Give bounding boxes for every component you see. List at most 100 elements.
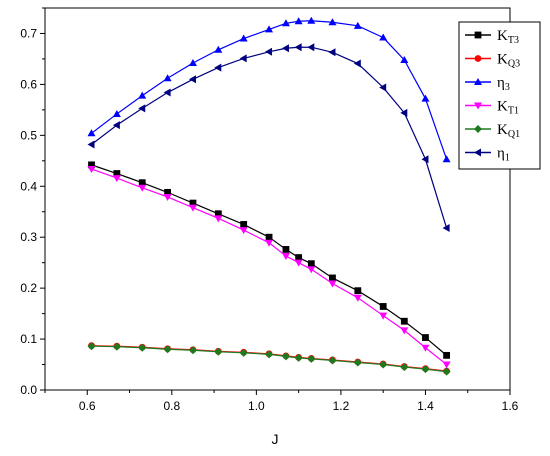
legend-label: KQ1 [497,122,520,140]
data-point [443,351,450,359]
series-line [91,164,447,356]
series-line [91,46,448,229]
y-tick-label: 0.1 [20,332,37,346]
data-point [295,254,303,261]
data-point [87,342,96,351]
data-point [281,19,290,27]
data-point [307,16,316,24]
data-point [400,108,408,117]
data-point [214,45,223,53]
data-point [328,280,337,288]
data-point [163,74,172,82]
data-point [112,175,121,183]
data-point [265,47,273,56]
legend-item: KQ3 [465,52,520,70]
data-point [329,274,336,282]
data-point [138,184,147,192]
data-point [188,346,197,355]
data-point [353,358,362,367]
y-tick-label: 0.3 [20,230,37,244]
data-point [442,155,451,163]
data-point [281,352,290,361]
data-point [188,75,196,84]
data-point [239,227,248,235]
data-point [442,361,451,369]
data-point [307,43,315,52]
series-0 [88,161,450,359]
data-point [379,33,388,41]
data-point [87,129,96,137]
legend-marker [474,125,482,133]
data-point [281,44,289,53]
data-point [239,34,248,42]
data-point [421,94,430,102]
data-point [421,155,429,164]
data-point [188,59,197,67]
data-point [214,210,222,218]
series-line [91,345,447,372]
legend-box [458,21,541,170]
data-point [442,367,451,376]
legend-marker [474,102,482,110]
data-point [188,204,197,212]
x-tick-label: 1.4 [417,399,434,413]
data-point [421,344,430,352]
legend-item: η3 [465,75,510,93]
data-point [240,221,248,228]
data-point [265,233,273,241]
data-point [294,353,303,362]
x-tick-label: 1.2 [333,399,350,413]
x-tick-label: 1.6 [502,399,519,413]
y-tick-label: 0.6 [20,77,37,91]
series-3 [87,165,451,369]
legend-item: KT1 [465,99,519,117]
plot-frame [44,7,511,391]
data-point [294,43,302,52]
y-tick-label: 0.5 [20,128,37,142]
data-point [400,327,409,335]
data-point [214,215,223,223]
data-point [163,193,172,201]
data-point [87,140,95,149]
series-5 [87,43,450,233]
data-point [353,294,362,302]
y-tick-label: 0.4 [20,179,37,193]
data-point [112,109,121,117]
y-tick-label: 0.7 [20,26,37,40]
data-point [265,350,274,359]
data-point [421,365,430,374]
legend-marker [474,78,482,85]
data-point [307,354,316,363]
data-point [294,259,303,267]
legend-label: KT1 [497,99,519,117]
data-point [138,343,147,352]
data-point [265,25,274,33]
data-point [163,88,171,97]
data-point [400,363,409,372]
data-point [112,342,121,351]
data-point [163,345,172,354]
data-point [328,18,337,26]
data-point [282,246,290,253]
data-point [328,356,337,365]
legend-item: η1 [465,146,510,164]
data-point [138,91,147,99]
series-4 [87,342,451,376]
series-line [91,345,447,373]
data-point [400,317,408,325]
data-point [353,59,361,68]
x-tick-label: 1.0 [248,399,265,413]
x-tick-label: 0.6 [79,399,96,413]
data-point [281,253,290,261]
data-point [294,17,303,25]
data-point [87,165,96,173]
y-tick-label: 0.0 [20,383,37,397]
data-point [112,121,120,130]
series-2 [87,16,451,163]
data-point [113,170,121,177]
legend-item: KT3 [465,28,519,46]
x-axis-title: J [272,431,279,447]
data-point [138,104,146,113]
